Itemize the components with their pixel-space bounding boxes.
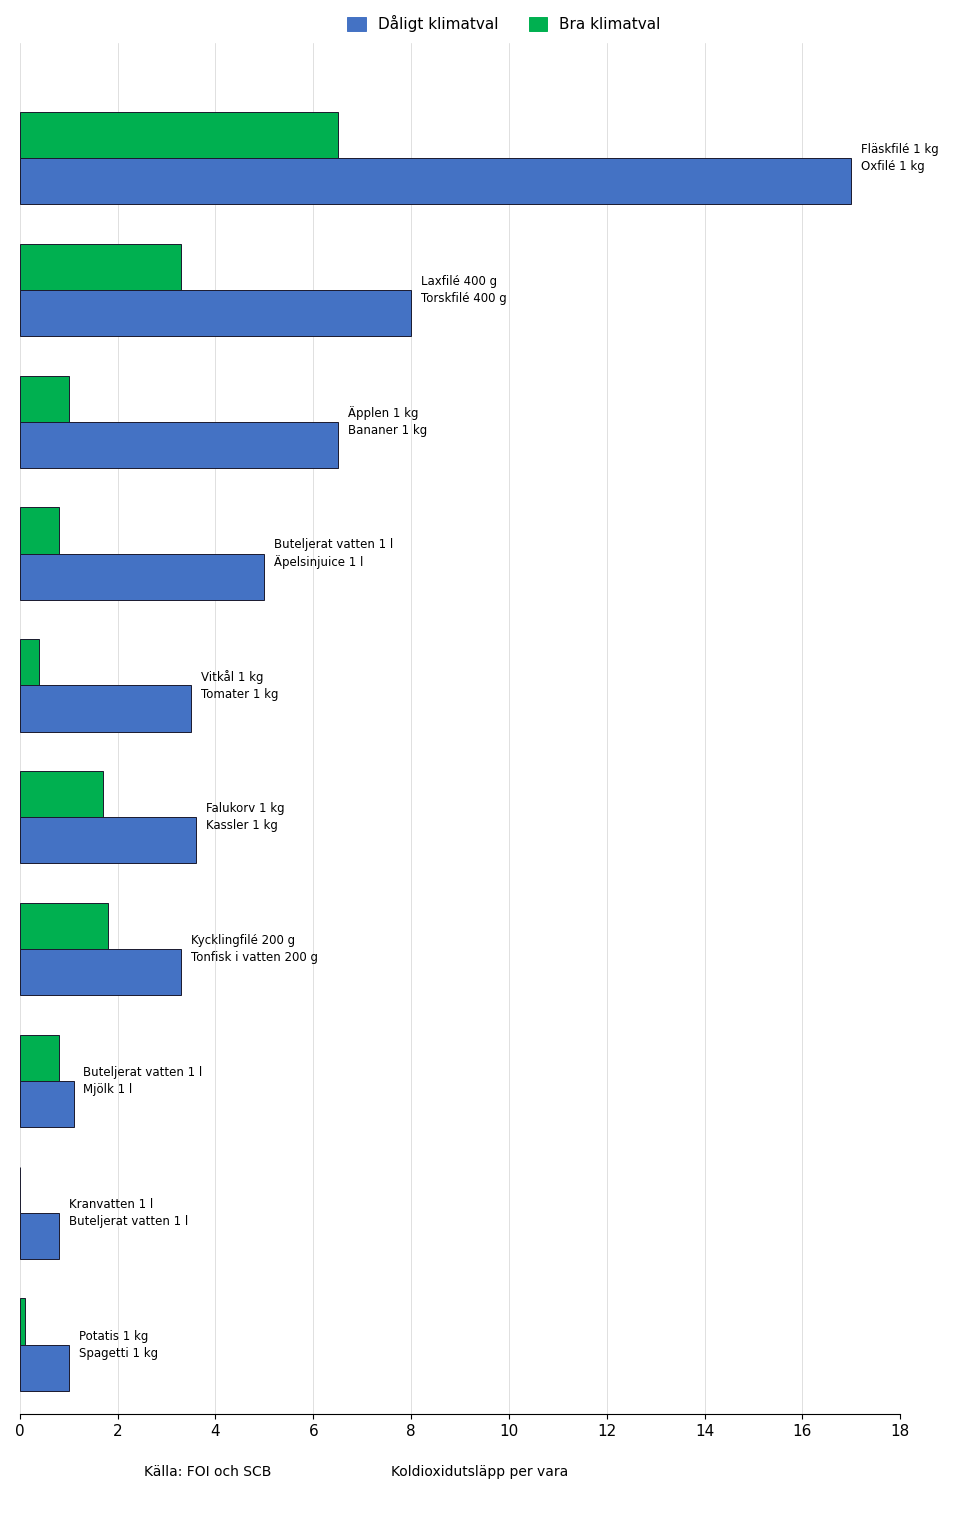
Text: Falukorv 1 kg
Kassler 1 kg: Falukorv 1 kg Kassler 1 kg (205, 802, 284, 832)
Text: Fläskfilé 1 kg
Oxfilé 1 kg: Fläskfilé 1 kg Oxfilé 1 kg (861, 144, 939, 173)
Text: Buteljerat vatten 1 l
Äpelsinjuice 1 l: Buteljerat vatten 1 l Äpelsinjuice 1 l (275, 539, 394, 569)
Bar (20, 949, 181, 995)
Bar (20, 685, 191, 731)
Bar (20, 422, 338, 468)
Bar (20, 640, 39, 685)
Text: Vitkål 1 kg
Tomater 1 kg: Vitkål 1 kg Tomater 1 kg (201, 670, 278, 701)
Text: Laxfilé 400 g
Torskfilé 400 g: Laxfilé 400 g Torskfilé 400 g (420, 275, 507, 304)
Bar (20, 158, 852, 203)
Bar (20, 375, 69, 422)
Text: Buteljerat vatten 1 l
Mjölk 1 l: Buteljerat vatten 1 l Mjölk 1 l (84, 1066, 203, 1095)
Text: Kranvatten 1 l
Buteljerat vatten 1 l: Kranvatten 1 l Buteljerat vatten 1 l (69, 1198, 188, 1227)
Bar (20, 508, 59, 554)
Bar (20, 903, 108, 949)
Bar (20, 817, 196, 863)
Text: Potatis 1 kg
Spagetti 1 kg: Potatis 1 kg Spagetti 1 kg (79, 1330, 157, 1360)
Text: Koldioxidutsläpp per vara: Koldioxidutsläpp per vara (392, 1464, 568, 1480)
Bar (20, 1034, 59, 1080)
Bar (20, 1080, 74, 1128)
Bar (20, 289, 411, 337)
Bar (20, 554, 264, 600)
Bar (20, 1213, 59, 1259)
Text: Äpplen 1 kg
Bananer 1 kg: Äpplen 1 kg Bananer 1 kg (348, 407, 427, 438)
Text: Kycklingfilé 200 g
Tonfisk i vatten 200 g: Kycklingfilé 200 g Tonfisk i vatten 200 … (191, 933, 318, 964)
Bar (20, 771, 103, 817)
Bar (20, 1345, 69, 1391)
Bar (20, 112, 338, 158)
Bar (20, 1299, 25, 1345)
Legend: Dåligt klimatval, Bra klimatval: Dåligt klimatval, Bra klimatval (341, 9, 667, 38)
Bar (20, 243, 181, 289)
Text: Källa: FOI och SCB: Källa: FOI och SCB (144, 1464, 272, 1480)
